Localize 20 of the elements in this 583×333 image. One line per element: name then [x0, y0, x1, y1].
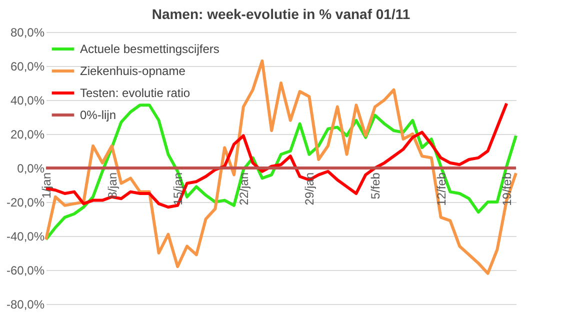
legend-label: Ziekenhuis-opname	[80, 64, 186, 78]
x-tick-label: 15/jan	[171, 172, 186, 206]
legend-label: Testen: evolutie ratio	[80, 86, 190, 100]
x-tick-label: 12/feb	[434, 172, 448, 206]
y-tick-label: -80,0%	[6, 298, 45, 312]
y-tick-label: 40,0%	[10, 94, 45, 108]
x-tick-label: 8/jan	[105, 172, 120, 199]
y-tick-label: -60,0%	[6, 264, 45, 278]
x-tick-label: 29/jan	[302, 172, 317, 206]
x-tick-label: 22/jan	[236, 172, 251, 206]
y-tick-label: 20,0%	[10, 128, 45, 142]
y-tick-label: -40,0%	[6, 230, 45, 244]
x-tick-label: 5/feb	[368, 172, 382, 200]
legend-label: 0%-lijn	[80, 108, 116, 122]
chart-title: Namen: week-evolutie in % vanaf 01/11	[152, 6, 410, 22]
legend-label: Actuele besmettingscijfers	[80, 42, 220, 56]
y-tick-label: 80,0%	[10, 26, 45, 40]
x-tick-label: 19/feb	[500, 172, 514, 206]
y-tick-label: 0,0%	[17, 162, 45, 176]
y-tick-label: 60,0%	[10, 60, 45, 74]
